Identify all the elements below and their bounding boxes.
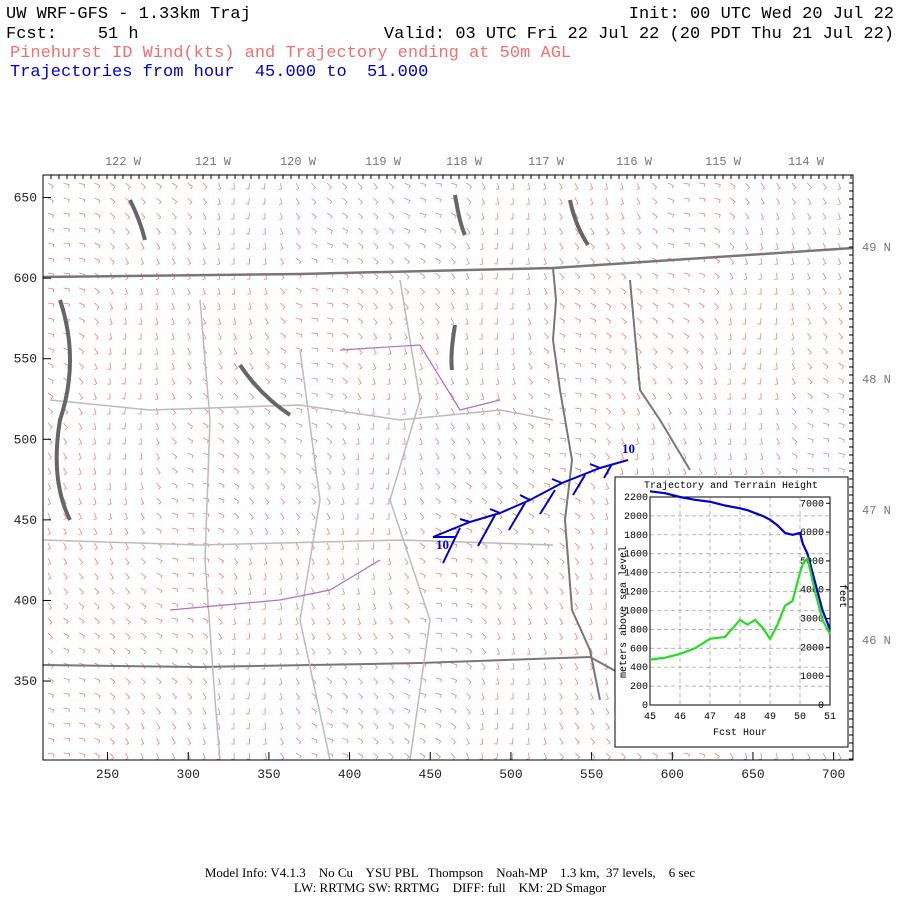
traj-hours: Trajectories from hour 45.000 to 51.000 [10, 63, 428, 82]
x-tick-label: 550 [580, 767, 603, 782]
lat-label: 48 N [862, 373, 891, 387]
lon-label: 121 W [195, 155, 232, 169]
lon-label: 122 W [105, 155, 142, 169]
y-tick-label: 600 [630, 644, 648, 655]
forecast-hour: Fcst: 51 h [6, 25, 139, 44]
lon-label: 116 W [616, 155, 653, 169]
map-frame [42, 174, 854, 761]
x-tick-label: 650 [741, 767, 764, 782]
x-tick-label: 300 [177, 767, 200, 782]
series-line [649, 490, 832, 630]
county-line [299, 349, 331, 761]
x-tick-label: 46 [674, 712, 686, 723]
county-line [199, 299, 221, 761]
x-tick-label: 400 [338, 767, 361, 782]
footer-model: Model Info: V4.1.3 No Cu YSU PBL Thompso… [205, 865, 695, 880]
y2-tick-label: 5000 [800, 557, 824, 568]
y-tick-label: 1400 [624, 569, 648, 580]
lat-label: 46 N [862, 634, 891, 648]
y2-tick-label: 0 [818, 701, 824, 712]
footer-physics: LW: RRTMG SW: RRTMG DIFF: full KM: 2D Sm… [294, 880, 607, 895]
y-tick-label: 600 [14, 271, 37, 286]
x-tick-label: 700 [822, 767, 845, 782]
x-tick-label: 600 [661, 767, 684, 782]
y2-tick-label: 7000 [800, 499, 824, 510]
x-tick-label: 45 [644, 712, 656, 723]
x-tick-label: 450 [419, 767, 442, 782]
river [169, 559, 381, 611]
y-tick-label: 400 [14, 593, 37, 608]
county-line [49, 399, 554, 421]
y-tick-label: 1600 [624, 550, 648, 561]
y-tick-label: 1800 [624, 531, 648, 542]
y-tick-label: 200 [630, 682, 648, 693]
borders [42, 194, 854, 761]
y2-tick-label: 6000 [800, 528, 824, 539]
y-tick-label: 0 [642, 701, 648, 712]
state-border [42, 655, 651, 691]
lon-label: 115 W [705, 155, 742, 169]
trajectory-barbs [433, 463, 613, 564]
county-line [42, 539, 554, 546]
county-line [389, 279, 431, 761]
y2-tick-label: 4000 [800, 586, 824, 597]
lon-label: 120 W [280, 155, 317, 169]
state-border [629, 279, 691, 471]
lon-label: 114 W [788, 155, 825, 169]
y2-axis-label: feet [836, 584, 848, 608]
inset-chart: Trajectory and Terrain Height 45 46 47 48 49 5… [618, 480, 848, 739]
y2-tick-label: 1000 [800, 672, 824, 683]
x-tick-label: 47 [704, 712, 716, 723]
y-tick-label: 450 [14, 513, 37, 528]
y-tick-label: 350 [14, 674, 37, 689]
x-tick-label: 48 [734, 712, 746, 723]
x-tick-label: 350 [257, 767, 280, 782]
lat-label: 47 N [862, 504, 891, 518]
lat-label: 49 N [862, 241, 891, 255]
plot-frame [649, 496, 831, 706]
y-tick-label: 400 [630, 663, 648, 674]
x-tick-label: 49 [764, 712, 776, 723]
y-tick-label: 550 [14, 352, 37, 367]
y-tick-label: 2200 [624, 493, 648, 504]
x-tick-label: 50 [794, 712, 806, 723]
field-desc: Pinehurst ID Wind(kts) and Trajectory en… [10, 44, 571, 63]
border-49n [42, 246, 854, 279]
y-tick-label: 500 [14, 432, 37, 447]
y-tick-label: 650 [14, 191, 37, 206]
lon-label: 118 W [446, 155, 483, 169]
y-tick-label: 800 [630, 625, 648, 636]
wind-barb-field [47, 182, 845, 761]
wind-barbs [47, 182, 845, 761]
map-axes: 250 300 350 400 450 500 550 600 650 7003504004505… [14, 155, 891, 782]
trajectory [432, 459, 629, 564]
y-tick-label: 2000 [624, 512, 648, 523]
title: UW WRF-GFS - 1.33km Traj [6, 5, 251, 24]
x-axis-label: Fcst Hour [713, 728, 767, 739]
y-tick-label: 1000 [624, 606, 648, 617]
y2-tick-label: 3000 [800, 615, 824, 626]
river [339, 344, 501, 411]
init-time: Init: 00 UTC Wed 20 Jul 22 [629, 5, 894, 24]
traj-label: 10 [436, 537, 449, 552]
state-border [551, 267, 601, 701]
x-tick-label: 250 [96, 767, 119, 782]
x-tick-label: 51 [824, 712, 836, 723]
x-tick-label: 500 [499, 767, 522, 782]
series-line [649, 556, 831, 661]
y2-tick-label: 2000 [800, 643, 824, 654]
inset-title: Trajectory and Terrain Height [644, 480, 818, 492]
y-axis-label: meters above sea level [618, 546, 630, 678]
traj-label: 10 [622, 441, 635, 456]
valid-time: Valid: 03 UTC Fri 22 Jul 22 (20 PDT Thu … [384, 25, 894, 44]
lon-label: 117 W [528, 155, 565, 169]
lakes-coast [54, 194, 590, 521]
inset-frame [614, 476, 849, 748]
lon-label: 119 W [365, 155, 402, 169]
y-tick-label: 1200 [624, 588, 648, 599]
trajectory-path [432, 459, 629, 538]
